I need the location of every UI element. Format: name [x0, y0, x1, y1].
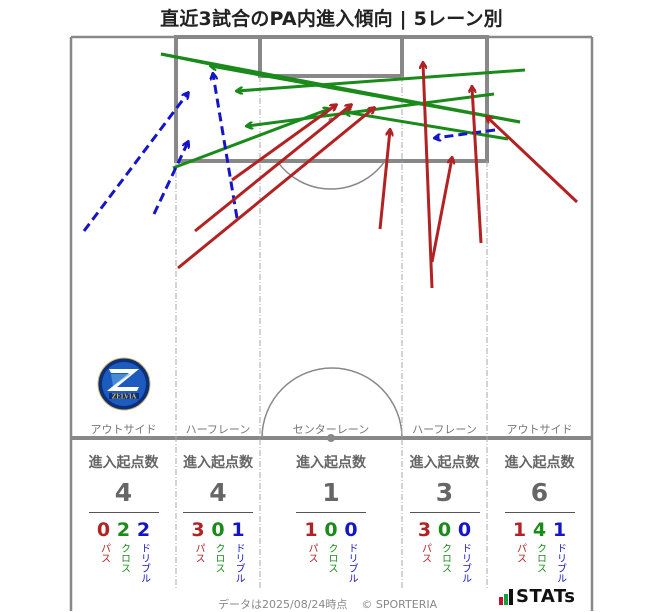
lane-label-left-halfspace: ハーフレーン [185, 423, 251, 436]
cross-count: 0 [437, 519, 452, 541]
pass-label: パス [419, 543, 431, 563]
divider [88, 512, 159, 513]
bar-chart-icon [499, 589, 513, 605]
stat-heading: 進入起点数 [88, 455, 159, 471]
lane-label-right-outside: アウトサイド [506, 423, 573, 436]
lane-label-left-outside: アウトサイド [90, 423, 157, 436]
dribble-label: ドリブル [138, 543, 150, 583]
stat-heading: 進入起点数 [504, 455, 575, 471]
pass-arrows [177, 63, 579, 289]
svg-text:ZELVIA: ZELVIA [112, 394, 137, 401]
pass-label: パス [306, 543, 317, 563]
dribble-arrows [82, 74, 496, 232]
lane-label-right-halfspace: ハーフレーン [412, 423, 477, 436]
pass-count: 0 [96, 519, 111, 541]
stat-total: 1 [322, 478, 340, 507]
dribble-label: ドリブル [459, 543, 471, 583]
stat-total: 4 [114, 478, 133, 507]
cross-label: クロス [534, 543, 546, 573]
pass-count: 3 [417, 519, 432, 541]
divider [409, 512, 480, 513]
dribble-count: 0 [344, 519, 358, 541]
cross-count: 2 [116, 519, 131, 541]
lane-stats-left-halfspace: 進入起点数 4 3 パス 0 クロス 1 ドリブル [176, 452, 260, 583]
divider [504, 512, 575, 513]
dribble-label: ドリブル [554, 543, 566, 583]
cross-label: クロス [118, 543, 130, 573]
stat-total: 3 [435, 478, 454, 507]
chart-title: 直近3試合のPA内進入傾向 | 5レーン別 [160, 8, 503, 30]
stats-logo-text: STATs [516, 586, 576, 607]
cross-label: クロス [326, 543, 337, 573]
dribble-count: 2 [136, 519, 151, 541]
lane-stats-right-outside: 進入起点数 6 1 パス 4 クロス 1 ドリブル [487, 452, 592, 583]
stat-total: 6 [530, 478, 549, 507]
pass-label: パス [193, 543, 204, 563]
cross-label: クロス [213, 543, 224, 573]
stat-heading: 進入起点数 [296, 455, 366, 471]
cross-count: 4 [532, 519, 547, 541]
stat-heading: 進入起点数 [183, 455, 253, 471]
dribble-label: ドリブル [346, 543, 357, 583]
lane-stats-right-halfspace: 進入起点数 3 3 パス 0 クロス 0 ドリブル [402, 452, 487, 583]
copyright: © SPORTERIA [361, 598, 438, 611]
cross-count: 0 [211, 519, 225, 541]
pass-count: 3 [191, 519, 205, 541]
stats-logo: STATs [499, 586, 576, 607]
cross-count: 0 [324, 519, 338, 541]
dribble-label: ドリブル [233, 543, 244, 583]
lane-stats-center: 進入起点数 1 1 パス 0 クロス 0 ドリブル [260, 452, 402, 583]
stat-heading: 進入起点数 [409, 455, 480, 471]
pass-label: パス [514, 543, 526, 563]
pass-count: 1 [304, 519, 318, 541]
lane-label-center: センターレーン [292, 423, 370, 436]
goal-area [258, 35, 404, 78]
dribble-count: 1 [552, 519, 567, 541]
club-logo-icon: ZELVIA [97, 357, 151, 411]
pass-label: パス [98, 543, 110, 563]
footer-note: データは2025/08/24時点 © SPORTERIA [218, 596, 437, 612]
dribble-count: 0 [457, 519, 472, 541]
cross-label: クロス [439, 543, 451, 573]
pass-count: 1 [512, 519, 527, 541]
dribble-count: 1 [231, 519, 245, 541]
divider [296, 512, 366, 513]
divider [183, 512, 253, 513]
lane-stats-left-outside: 進入起点数 4 0 パス 2 クロス 2 ドリブル [71, 452, 176, 583]
data-date-note: データは2025/08/24時点 [218, 598, 348, 611]
stat-total: 4 [209, 478, 227, 507]
